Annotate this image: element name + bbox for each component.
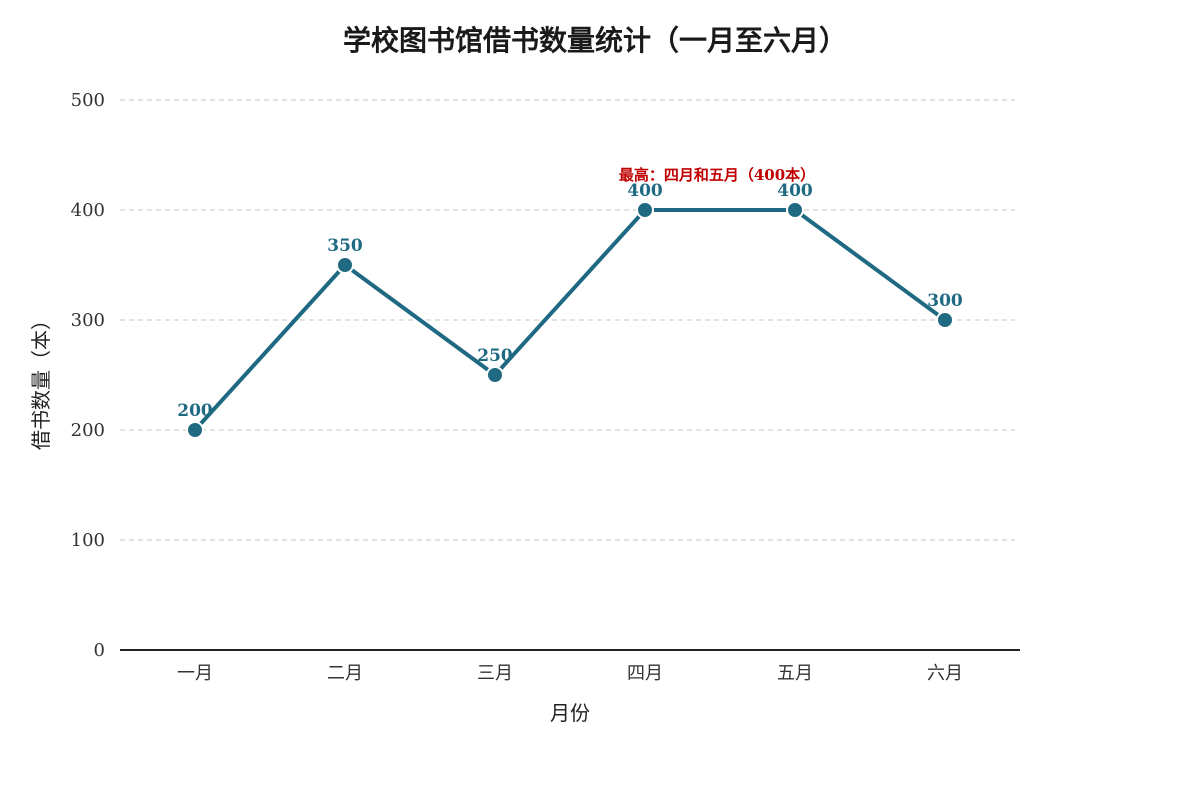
data-point [336,256,354,274]
data-point [486,366,504,384]
data-markers [186,201,954,439]
y-tick-label: 100 [71,530,105,551]
data-label: 350 [327,236,363,256]
x-tick-label: 四月 [627,663,663,684]
y-tick-label: 0 [94,640,105,661]
data-label: 400 [777,181,813,201]
x-tick-label: 三月 [477,663,513,684]
y-axis-label: 借书数量（本） [29,310,53,450]
annotations: 最高：四月和五月（400本） [619,166,815,184]
data-labels: 200 350 250 400 400 300 [177,181,963,421]
annotation-text: 最高：四月和五月（400本） [619,166,815,184]
data-label: 400 [627,181,663,201]
data-point [636,201,654,219]
y-tick-label: 300 [71,310,105,331]
grid-lines [120,99,1015,541]
y-tick-label: 400 [71,200,105,221]
series-line [193,208,947,432]
x-tick-label: 一月 [177,663,213,684]
data-label: 200 [177,401,213,421]
data-label: 300 [927,291,963,311]
series-line-layer [193,208,947,432]
data-point [186,421,204,439]
data-point [786,201,804,219]
data-point [936,311,954,329]
x-tick-label: 五月 [777,663,813,684]
y-tick-label: 500 [71,90,105,111]
x-axis-label: 月份 [550,701,590,725]
data-label: 250 [477,346,513,366]
x-tick-labels: 一月 二月 三月 四月 五月 六月 [177,663,963,684]
x-tick-label: 六月 [927,663,963,684]
chart-title: 学校图书馆借书数量统计（一月至六月） [343,24,847,57]
y-tick-labels: 0 100 200 300 400 500 [71,90,105,661]
y-tick-label: 200 [71,420,105,441]
x-tick-label: 二月 [327,663,363,684]
